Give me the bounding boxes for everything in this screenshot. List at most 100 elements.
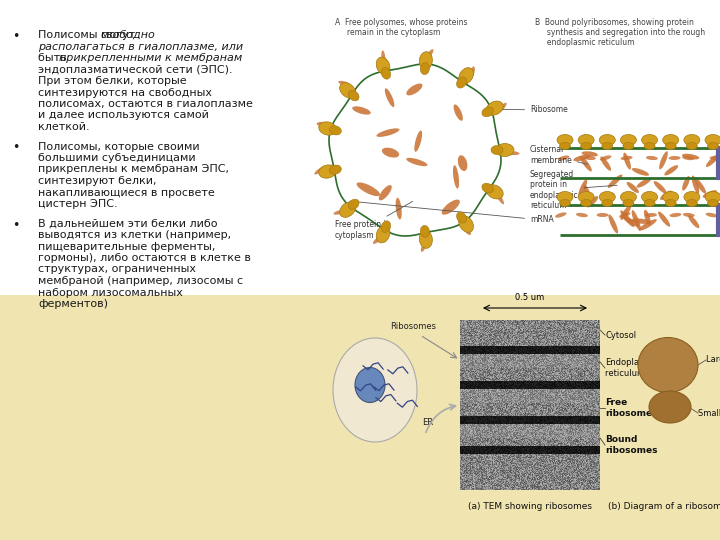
Ellipse shape xyxy=(462,225,473,238)
Text: (b) Diagram of a ribosome: (b) Diagram of a ribosome xyxy=(608,502,720,511)
Ellipse shape xyxy=(646,156,658,160)
Ellipse shape xyxy=(662,134,679,145)
Text: прикреплены к мембранам ЭПС,: прикреплены к мембранам ЭПС, xyxy=(38,165,229,174)
Ellipse shape xyxy=(559,199,570,206)
Ellipse shape xyxy=(587,196,598,207)
Ellipse shape xyxy=(459,216,474,232)
Ellipse shape xyxy=(421,239,426,254)
Ellipse shape xyxy=(621,156,632,160)
Ellipse shape xyxy=(486,101,503,115)
Ellipse shape xyxy=(623,143,634,150)
Ellipse shape xyxy=(458,155,467,171)
Text: накапливающиеся в просвете: накапливающиеся в просвете xyxy=(38,187,215,198)
Ellipse shape xyxy=(395,198,402,220)
Text: A  Free polysomes, whose proteins: A Free polysomes, whose proteins xyxy=(335,18,467,27)
Ellipse shape xyxy=(608,214,618,234)
Text: B  Bound polyribosomes, showing protein: B Bound polyribosomes, showing protein xyxy=(535,18,694,27)
Ellipse shape xyxy=(658,212,670,227)
Text: большими субъединицами: большими субъединицами xyxy=(38,153,196,163)
Ellipse shape xyxy=(710,156,720,160)
Ellipse shape xyxy=(482,107,493,117)
Ellipse shape xyxy=(621,192,636,202)
Ellipse shape xyxy=(636,178,652,188)
Ellipse shape xyxy=(624,153,631,170)
Text: мембраной (например, лизосомы с: мембраной (например, лизосомы с xyxy=(38,276,243,286)
Ellipse shape xyxy=(621,211,634,227)
Ellipse shape xyxy=(336,208,344,216)
Ellipse shape xyxy=(580,143,592,150)
Ellipse shape xyxy=(619,212,631,218)
Ellipse shape xyxy=(381,68,391,79)
Ellipse shape xyxy=(644,210,651,225)
Ellipse shape xyxy=(356,183,380,196)
Text: ER: ER xyxy=(422,418,433,427)
FancyBboxPatch shape xyxy=(0,295,720,540)
Text: ферментов): ферментов) xyxy=(38,299,108,309)
Ellipse shape xyxy=(642,134,657,145)
Ellipse shape xyxy=(654,181,667,193)
Ellipse shape xyxy=(377,225,390,243)
Text: Полисомы, которые своими: Полисомы, которые своими xyxy=(38,141,199,152)
Ellipse shape xyxy=(420,225,429,238)
Text: Ribosome: Ribosome xyxy=(492,105,568,114)
Ellipse shape xyxy=(316,168,324,172)
Ellipse shape xyxy=(608,174,622,188)
Ellipse shape xyxy=(576,213,588,217)
Ellipse shape xyxy=(578,134,594,145)
Ellipse shape xyxy=(631,210,641,231)
Ellipse shape xyxy=(406,84,423,96)
Ellipse shape xyxy=(557,134,573,145)
Text: Bound
ribosomes: Bound ribosomes xyxy=(605,435,657,455)
Ellipse shape xyxy=(642,192,657,202)
Text: синтезируют белки,: синтезируют белки, xyxy=(38,176,156,186)
Ellipse shape xyxy=(340,83,356,98)
Text: Cisternal
membrane: Cisternal membrane xyxy=(530,145,588,165)
Ellipse shape xyxy=(645,213,657,217)
Text: (a) TEM showing ribosomes: (a) TEM showing ribosomes xyxy=(468,502,592,511)
Ellipse shape xyxy=(682,176,690,191)
Ellipse shape xyxy=(381,221,391,233)
Ellipse shape xyxy=(558,156,570,160)
Ellipse shape xyxy=(665,143,676,150)
Ellipse shape xyxy=(584,156,595,160)
Text: эндоплазматической сети (ЭПС).: эндоплазматической сети (ЭПС). xyxy=(38,64,233,75)
Ellipse shape xyxy=(491,145,503,154)
Ellipse shape xyxy=(384,89,395,107)
Ellipse shape xyxy=(382,147,399,158)
Ellipse shape xyxy=(639,219,657,231)
Ellipse shape xyxy=(600,156,611,160)
Ellipse shape xyxy=(623,217,639,227)
Ellipse shape xyxy=(559,143,570,150)
Ellipse shape xyxy=(381,51,386,65)
Ellipse shape xyxy=(602,143,613,150)
Ellipse shape xyxy=(427,51,433,58)
Ellipse shape xyxy=(319,165,336,178)
Ellipse shape xyxy=(441,200,460,215)
Ellipse shape xyxy=(493,195,505,200)
Ellipse shape xyxy=(644,199,655,206)
Ellipse shape xyxy=(649,391,691,423)
Ellipse shape xyxy=(459,68,474,84)
Ellipse shape xyxy=(330,126,341,135)
Text: структурах, ограниченных: структурах, ограниченных xyxy=(38,265,196,274)
Ellipse shape xyxy=(377,57,390,75)
Ellipse shape xyxy=(348,199,359,210)
Ellipse shape xyxy=(352,106,371,114)
Text: Полисомы могут: Полисомы могут xyxy=(38,30,139,40)
Ellipse shape xyxy=(597,213,608,217)
Ellipse shape xyxy=(660,151,668,170)
Text: Free protein in
cytoplasm: Free protein in cytoplasm xyxy=(335,201,413,240)
Ellipse shape xyxy=(498,102,506,113)
Ellipse shape xyxy=(623,199,634,206)
Ellipse shape xyxy=(496,144,514,157)
Text: remain in the cytoplasm: remain in the cytoplasm xyxy=(335,28,441,37)
Ellipse shape xyxy=(600,157,611,171)
Ellipse shape xyxy=(621,134,636,145)
Ellipse shape xyxy=(638,338,698,393)
Text: Segregated
protein in
endoplasmic
reticulum: Segregated protein in endoplasmic reticu… xyxy=(530,170,617,210)
Text: пищеварительные ферменты,: пищеварительные ферменты, xyxy=(38,241,215,252)
Ellipse shape xyxy=(557,192,573,202)
Ellipse shape xyxy=(706,213,717,217)
Text: быть: быть xyxy=(38,53,70,63)
Ellipse shape xyxy=(456,212,467,223)
